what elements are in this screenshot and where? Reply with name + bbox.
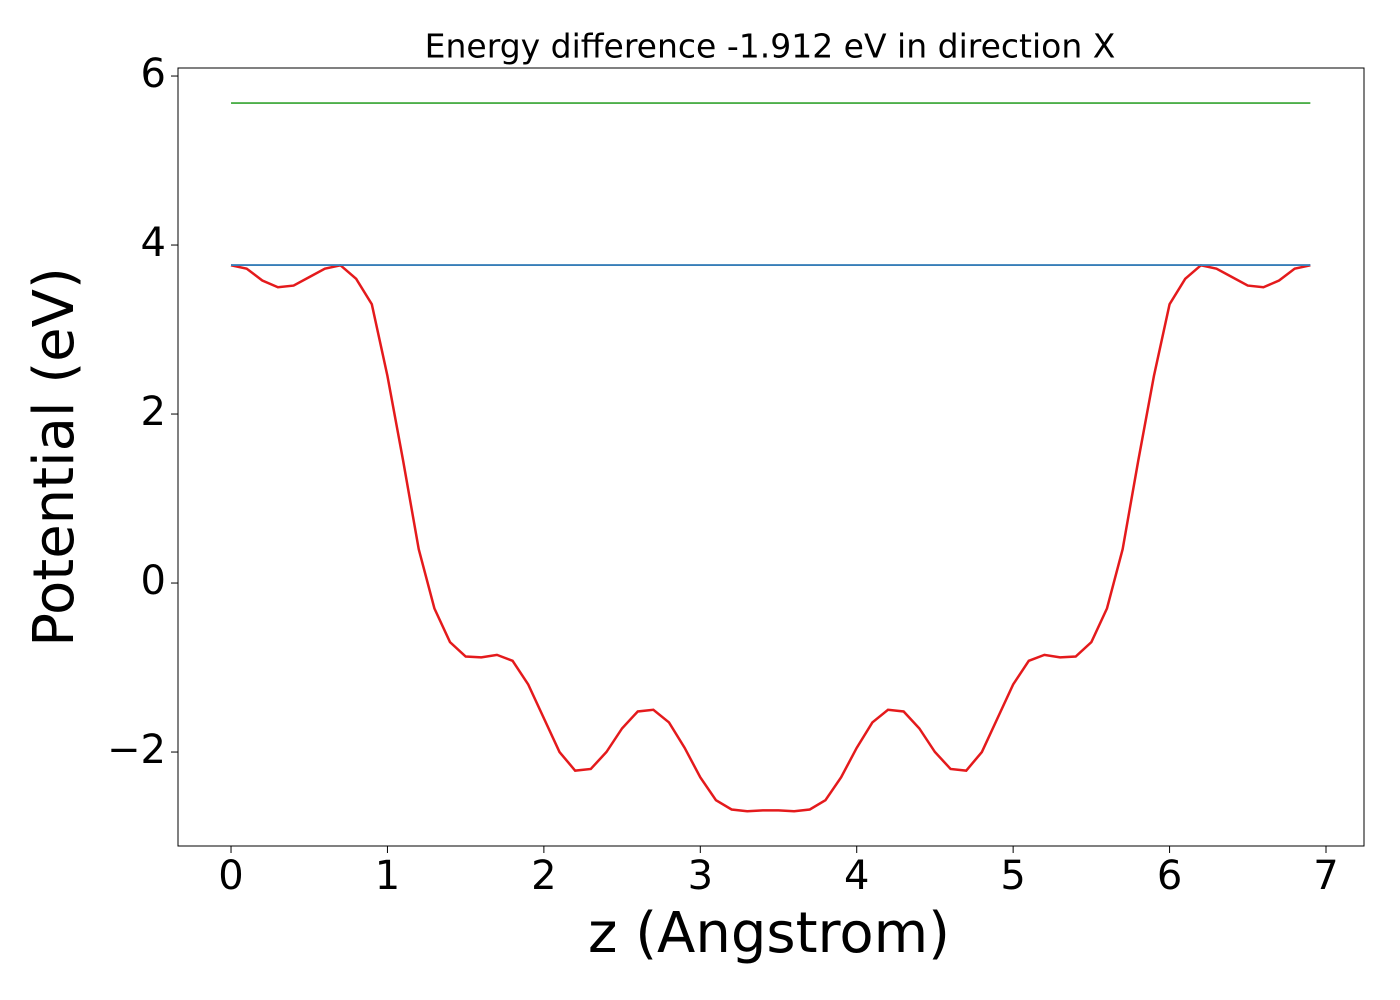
y-tick-label: 6	[141, 51, 166, 97]
y-tick-label: −2	[107, 727, 166, 773]
y-axis-label: Potential (eV)	[22, 267, 87, 647]
x-tick-label: 0	[218, 853, 243, 899]
chart-title: Energy difference -1.912 eV in direction…	[425, 27, 1116, 66]
plot-frame	[177, 67, 1365, 847]
x-tick-label: 4	[844, 853, 869, 899]
x-tick-label: 6	[1157, 853, 1182, 899]
x-tick-label: 3	[688, 853, 713, 899]
y-tick-label: 2	[141, 389, 166, 435]
y-tick-label: 0	[141, 558, 166, 604]
x-axis-label: z (Angstrom)	[588, 901, 950, 966]
x-tick-label: 5	[1000, 853, 1025, 899]
x-tick-label: 1	[375, 853, 400, 899]
data-line	[230, 263, 1311, 813]
y-tick-label: 4	[141, 220, 166, 266]
x-tick-label: 7	[1313, 853, 1338, 899]
x-tick-label: 2	[531, 853, 556, 899]
